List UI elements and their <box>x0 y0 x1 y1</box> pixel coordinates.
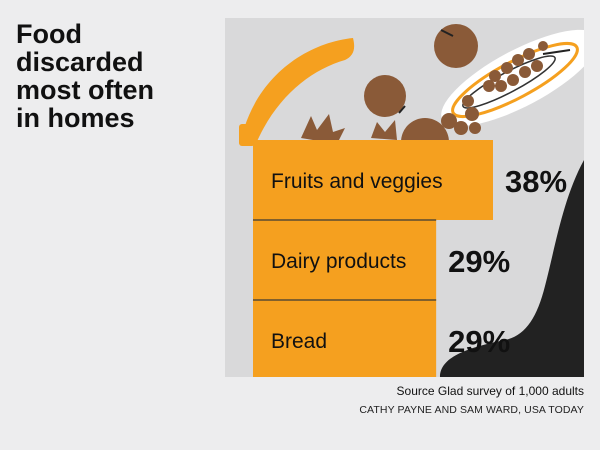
value-label: 38% <box>505 164 567 199</box>
bar-2 <box>253 220 437 300</box>
trash-can-rim <box>239 124 255 146</box>
title-line: Food <box>16 19 82 49</box>
title-line: in homes <box>16 103 135 133</box>
title-line: discarded <box>16 47 144 77</box>
value-label: 29% <box>448 244 510 279</box>
chart-title: Food discarded most often in homes <box>16 20 216 132</box>
illustration-panel: Fruits and veggies 38% Dairy products 29% Br… <box>225 18 584 377</box>
bar-1 <box>253 140 493 220</box>
bar-3 <box>253 300 437 377</box>
stems-illustration <box>398 29 571 114</box>
category-label: Bread <box>271 330 327 353</box>
trash-lid-illustration <box>241 38 355 146</box>
credit-line: CATHY PAYNE AND SAM WARD, USA TODAY <box>359 404 584 416</box>
value-label: 29% <box>448 324 510 359</box>
category-label: Dairy products <box>271 250 406 273</box>
category-label: Fruits and veggies <box>271 170 443 193</box>
chart-svg: Fruits and veggies 38% Dairy products 29% Br… <box>239 24 584 377</box>
silhouette-illustration <box>440 160 584 377</box>
source-note: Source Glad survey of 1,000 adults <box>396 384 584 398</box>
title-line: most often <box>16 75 154 105</box>
